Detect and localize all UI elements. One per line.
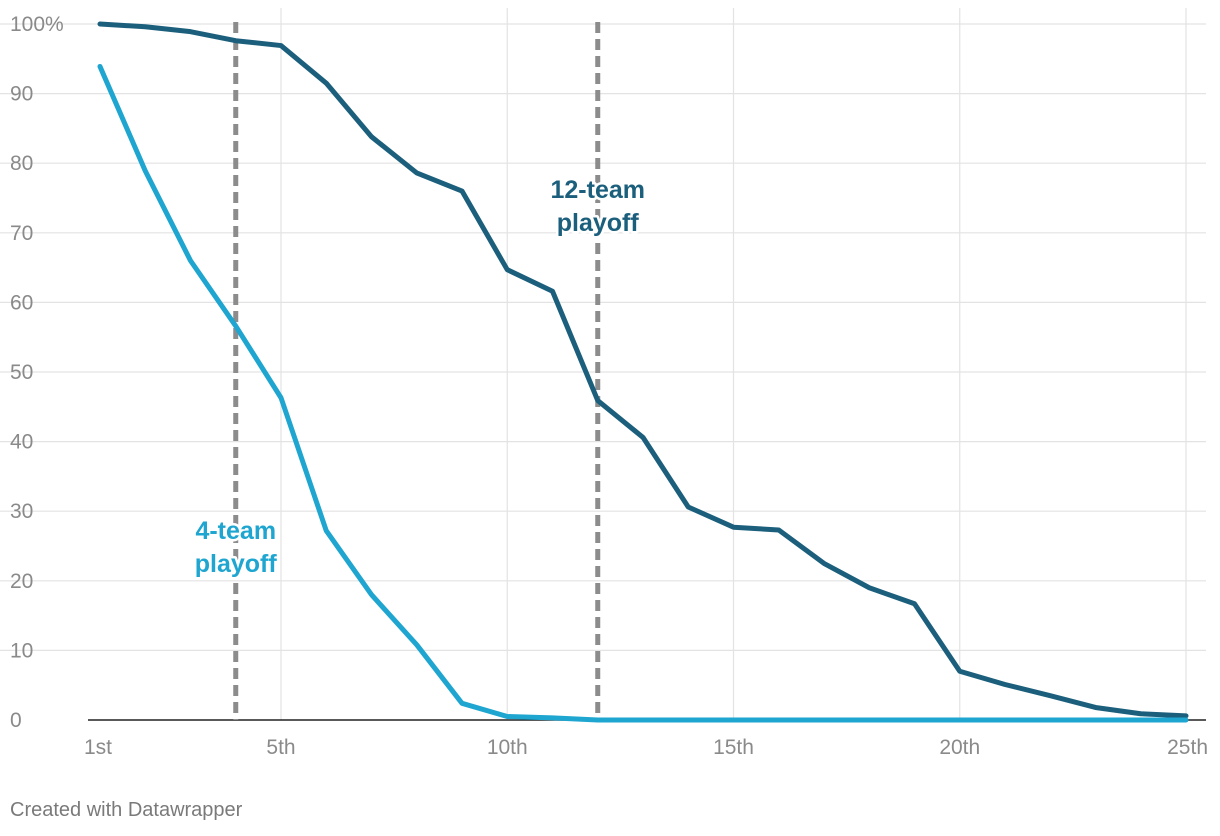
y-tick-label: 0 <box>10 709 22 732</box>
annotation-label: playoff <box>557 209 640 237</box>
annotation-label: 4-team <box>195 517 276 545</box>
y-tick-label: 90 <box>10 83 33 106</box>
y-tick-label: 40 <box>10 431 33 454</box>
y-tick-label: 80 <box>10 152 33 175</box>
x-tick-label: 10th <box>487 736 528 759</box>
y-tick-label: 10 <box>10 639 33 662</box>
series-line-2 <box>97 63 1189 723</box>
x-tick-label: 1st <box>84 736 112 759</box>
series-line-1 <box>97 21 1189 719</box>
credit-text: Created with Datawrapper <box>10 799 243 821</box>
annotation-label: 12-team <box>551 176 646 204</box>
x-tick-label: 5th <box>266 736 295 759</box>
x-tick-label: 20th <box>939 736 980 759</box>
y-tick-label: 70 <box>10 222 33 245</box>
y-tick-label: 20 <box>10 570 33 593</box>
y-tick-label: 100% <box>10 13 64 36</box>
x-tick-label: 25th <box>1167 736 1208 759</box>
y-tick-label: 30 <box>10 500 33 523</box>
x-tick-label: 15th <box>713 736 754 759</box>
line-chart: 0 10 20 30 40 50 60 70 80 90 100% 1st 5th 10th 15th 20t… <box>0 8 1208 759</box>
y-tick-label: 60 <box>10 291 33 314</box>
y-tick-label: 50 <box>10 361 33 384</box>
annotation-label: playoff <box>195 550 278 578</box>
